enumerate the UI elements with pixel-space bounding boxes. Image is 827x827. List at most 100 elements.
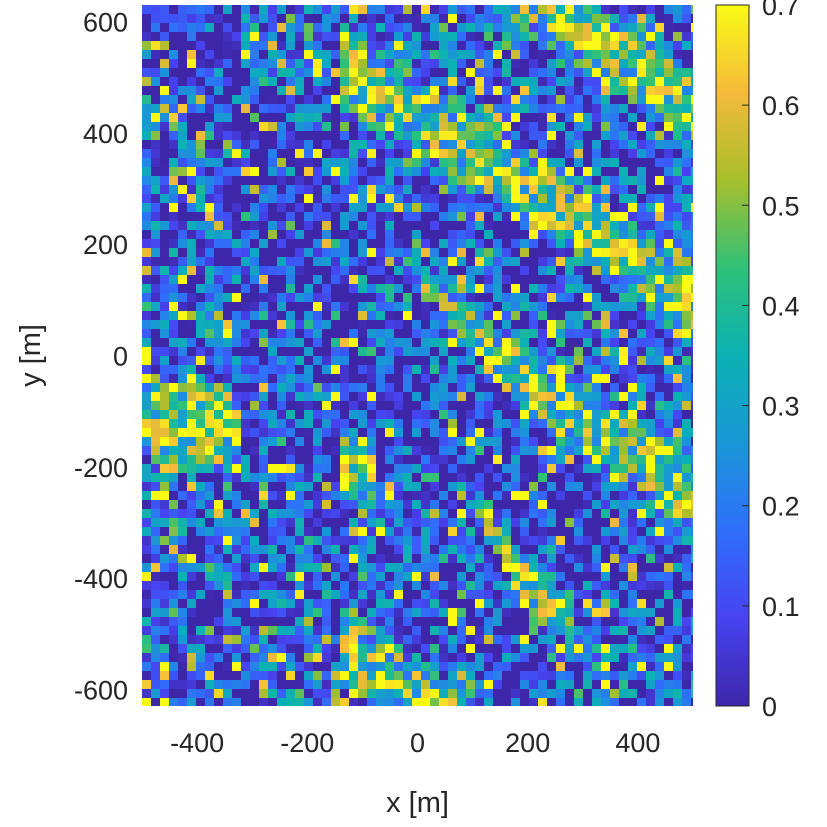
heatmap-cell: [169, 509, 178, 518]
heatmap-cell: [295, 158, 304, 167]
heatmap-cell: [430, 293, 439, 302]
heatmap-cell: [160, 437, 169, 446]
heatmap-cell: [457, 140, 466, 149]
heatmap-cell: [655, 410, 664, 419]
heatmap-cell: [547, 392, 556, 401]
heatmap-cell: [601, 662, 610, 671]
heatmap-cell: [475, 464, 484, 473]
heatmap-cell: [421, 311, 430, 320]
heatmap-cell: [421, 158, 430, 167]
heatmap-cell: [430, 653, 439, 662]
heatmap-cell: [412, 320, 421, 329]
heatmap-cell: [475, 131, 484, 140]
heatmap-cell: [169, 662, 178, 671]
heatmap-cell: [610, 536, 619, 545]
heatmap-cell: [295, 284, 304, 293]
heatmap-cell: [196, 95, 205, 104]
heatmap-cell: [502, 698, 511, 706]
heatmap-cell: [142, 500, 151, 509]
heatmap-cell: [493, 491, 502, 500]
heatmap-cell: [655, 626, 664, 635]
heatmap-cell: [349, 140, 358, 149]
heatmap-cell: [655, 662, 664, 671]
heatmap-cell: [502, 446, 511, 455]
heatmap-cell: [268, 293, 277, 302]
heatmap-cell: [646, 482, 655, 491]
heatmap-cell: [628, 383, 637, 392]
heatmap-cell: [277, 491, 286, 500]
heatmap-cell: [214, 248, 223, 257]
heatmap-cell: [313, 284, 322, 293]
heatmap-cell: [286, 311, 295, 320]
heatmap-cell: [151, 662, 160, 671]
heatmap-cell: [610, 221, 619, 230]
heatmap-cell: [538, 662, 547, 671]
heatmap-cell: [160, 347, 169, 356]
heatmap-cell: [385, 176, 394, 185]
heatmap-cell: [421, 698, 430, 706]
heatmap-cell: [556, 653, 565, 662]
heatmap-cell: [367, 302, 376, 311]
heatmap-cell: [664, 41, 673, 50]
heatmap-cell: [592, 203, 601, 212]
heatmap-cell: [232, 275, 241, 284]
heatmap-cell: [313, 518, 322, 527]
heatmap-cell: [610, 320, 619, 329]
heatmap-cell: [547, 230, 556, 239]
heatmap-cell: [457, 374, 466, 383]
heatmap-cell: [637, 500, 646, 509]
heatmap-cell: [295, 59, 304, 68]
heatmap-cell: [538, 464, 547, 473]
heatmap-cell: [394, 284, 403, 293]
heatmap-cell: [385, 329, 394, 338]
heatmap-cell: [142, 671, 151, 680]
heatmap-cell: [628, 401, 637, 410]
heatmap-cell: [421, 446, 430, 455]
heatmap-cell: [691, 455, 693, 464]
heatmap-cell: [358, 617, 367, 626]
heatmap-cell: [466, 653, 475, 662]
heatmap-cell: [412, 95, 421, 104]
heatmap-cell: [259, 311, 268, 320]
heatmap-cell: [160, 122, 169, 131]
heatmap-cell: [142, 5, 151, 14]
heatmap-cell: [592, 662, 601, 671]
heatmap-cell: [313, 572, 322, 581]
heatmap-cell: [286, 248, 295, 257]
heatmap-cell: [403, 653, 412, 662]
heatmap-cell: [295, 689, 304, 698]
heatmap-cell: [331, 5, 340, 14]
heatmap-cell: [250, 608, 259, 617]
heatmap-cell: [457, 626, 466, 635]
heatmap-cell: [430, 599, 439, 608]
heatmap-cell: [655, 374, 664, 383]
heatmap-cell: [439, 131, 448, 140]
heatmap-cell: [349, 284, 358, 293]
heatmap-cell: [367, 77, 376, 86]
heatmap-cell: [151, 455, 160, 464]
heatmap-cell: [448, 572, 457, 581]
heatmap-cell: [637, 320, 646, 329]
heatmap-cell: [430, 266, 439, 275]
heatmap-cell: [268, 527, 277, 536]
heatmap-cell: [259, 14, 268, 23]
heatmap-cell: [592, 581, 601, 590]
heatmap-cell: [457, 212, 466, 221]
heatmap-cell: [556, 140, 565, 149]
heatmap-cell: [529, 176, 538, 185]
heatmap-cell: [304, 356, 313, 365]
heatmap-cell: [547, 41, 556, 50]
heatmap-cell: [655, 608, 664, 617]
heatmap-cell: [214, 266, 223, 275]
heatmap-cell: [277, 329, 286, 338]
heatmap-cell: [340, 644, 349, 653]
heatmap-cell: [322, 284, 331, 293]
heatmap-cell: [178, 131, 187, 140]
heatmap-cell: [295, 581, 304, 590]
heatmap-cell: [385, 446, 394, 455]
heatmap-cell: [160, 644, 169, 653]
heatmap-cell: [214, 662, 223, 671]
heatmap-cell: [196, 464, 205, 473]
heatmap-cell: [277, 527, 286, 536]
heatmap-cell: [196, 509, 205, 518]
